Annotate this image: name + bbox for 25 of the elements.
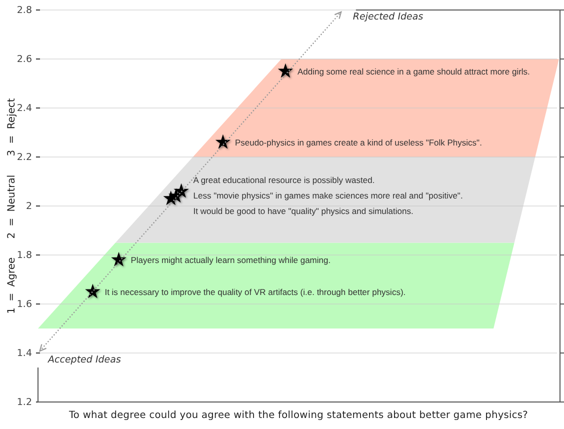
annotation: Adding some real science in a game should attract more girls. [297,66,530,76]
x-axis-title: To what degree could you agree with the following statements about better game physics? [68,410,528,421]
y-tick-label: 1.2 [16,397,32,408]
y-axis-title: 1 = Agree 2 = Neutral 3 = Reject [6,98,18,314]
y-tick-label: 1.8 [16,250,32,262]
annotation: Players might actually learn something while gaming. [130,254,331,265]
y-tick-label: 1.6 [16,299,32,310]
y-tick-label: 1.4 [16,348,32,360]
y-tick-label: 2.2 [16,152,32,164]
annotation: A great educational resource is possibly wasted. [193,174,375,185]
point [111,252,126,266]
y-tick-label: 2 [26,201,32,212]
annotation: Accepted Ideas [47,354,121,366]
y-tick-label: 2.8 [16,5,32,16]
annotation: It is necessary to improve the quality of VR artifacts (i.e. through better physics). [104,286,406,297]
y-tick-label: 2.6 [16,54,32,66]
annotation: Rejected Ideas [352,12,424,22]
point [85,284,100,298]
annotation: It would be good to have "quality" physics and simulations. [193,206,414,216]
annotation: Less "movie physics" in games make sciences more real and "positive". [193,190,463,200]
point [174,183,189,198]
y-tick-label: 2.4 [16,103,32,114]
point [215,134,231,149]
point [278,63,294,78]
annotation: Pseudo-physics in games create a kind of useless "Folk Physics". [234,137,482,148]
